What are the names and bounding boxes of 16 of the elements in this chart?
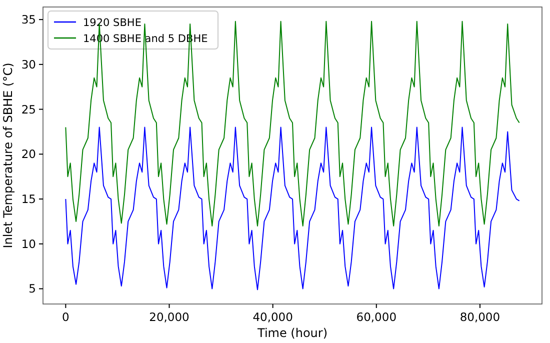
legend-label: 1920 SBHE — [83, 17, 142, 29]
x-tick-label: 60,000 — [356, 310, 397, 324]
y-tick-label: 30 — [21, 57, 36, 72]
y-axis-title: Inlet Temperature of SBHE (°C) — [1, 62, 15, 248]
y-tick-label: 5 — [28, 282, 36, 296]
line-series — [65, 126, 520, 290]
y-tick-label: 35 — [21, 12, 36, 27]
x-tick-label: 20,000 — [149, 310, 190, 324]
y-tick-label: 25 — [21, 102, 36, 116]
x-axis-title: Time (hour) — [256, 326, 328, 340]
y-tick-label: 15 — [21, 192, 36, 206]
x-tick-label: 80,000 — [460, 310, 500, 324]
x-tick-label: 0 — [62, 310, 70, 324]
y-tick-label: 10 — [21, 236, 36, 251]
x-tick-label: 40,000 — [252, 310, 293, 324]
y-tick-label: 20 — [21, 147, 36, 162]
